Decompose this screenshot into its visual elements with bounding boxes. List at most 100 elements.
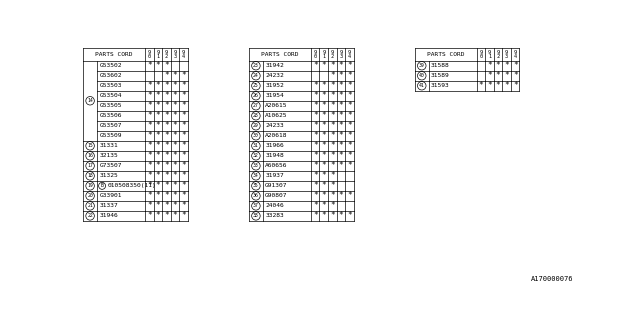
Text: *: * bbox=[147, 201, 152, 210]
Text: *: * bbox=[147, 61, 152, 70]
Text: *: * bbox=[321, 121, 326, 130]
Text: G53509: G53509 bbox=[99, 133, 122, 138]
Text: 2: 2 bbox=[165, 54, 168, 59]
Text: *: * bbox=[156, 191, 160, 200]
Text: 33283: 33283 bbox=[265, 213, 284, 218]
Text: 24233: 24233 bbox=[265, 123, 284, 128]
Text: *: * bbox=[339, 101, 343, 110]
Text: *: * bbox=[173, 151, 177, 160]
Text: 19: 19 bbox=[87, 183, 93, 188]
Text: *: * bbox=[313, 111, 317, 120]
Text: *: * bbox=[164, 212, 169, 220]
Text: *: * bbox=[330, 212, 335, 220]
Text: *: * bbox=[147, 171, 152, 180]
Text: *: * bbox=[156, 171, 160, 180]
Text: *: * bbox=[330, 131, 335, 140]
Text: 010508350(11): 010508350(11) bbox=[107, 183, 156, 188]
Text: *: * bbox=[181, 111, 186, 120]
Text: *: * bbox=[164, 61, 169, 70]
Text: *: * bbox=[173, 212, 177, 220]
Text: 24046: 24046 bbox=[265, 204, 284, 208]
Text: *: * bbox=[313, 141, 317, 150]
Text: *: * bbox=[321, 161, 326, 170]
Text: *: * bbox=[339, 131, 343, 140]
Text: *: * bbox=[330, 181, 335, 190]
Text: 39: 39 bbox=[419, 63, 425, 68]
Text: *: * bbox=[164, 121, 169, 130]
Text: 31331: 31331 bbox=[99, 143, 118, 148]
Text: *: * bbox=[487, 81, 492, 90]
Text: G53507: G53507 bbox=[99, 123, 122, 128]
Text: 0: 0 bbox=[479, 54, 483, 59]
Text: 35: 35 bbox=[253, 183, 259, 188]
Text: A170000076: A170000076 bbox=[531, 276, 573, 282]
Text: *: * bbox=[173, 191, 177, 200]
Text: *: * bbox=[330, 91, 335, 100]
Text: *: * bbox=[347, 111, 351, 120]
Text: G53504: G53504 bbox=[99, 93, 122, 98]
Text: *: * bbox=[181, 212, 186, 220]
Text: *: * bbox=[339, 121, 343, 130]
Text: *: * bbox=[313, 91, 317, 100]
Text: *: * bbox=[164, 151, 169, 160]
Text: *: * bbox=[313, 181, 317, 190]
Text: *: * bbox=[330, 161, 335, 170]
Text: G53505: G53505 bbox=[99, 103, 122, 108]
Text: 16: 16 bbox=[87, 153, 93, 158]
Text: 30: 30 bbox=[253, 133, 259, 138]
Text: 22: 22 bbox=[87, 213, 93, 218]
Text: 2: 2 bbox=[497, 54, 500, 59]
Text: 31588: 31588 bbox=[431, 63, 450, 68]
Text: G90807: G90807 bbox=[265, 193, 288, 198]
Text: 40: 40 bbox=[419, 73, 425, 78]
Text: *: * bbox=[313, 131, 317, 140]
Text: 9: 9 bbox=[331, 50, 334, 55]
Text: 9: 9 bbox=[173, 50, 177, 55]
Text: *: * bbox=[173, 101, 177, 110]
Text: 9: 9 bbox=[165, 50, 168, 55]
Text: *: * bbox=[147, 212, 152, 220]
Text: *: * bbox=[156, 212, 160, 220]
Text: 37: 37 bbox=[253, 204, 259, 208]
Text: PARTS CORD: PARTS CORD bbox=[427, 52, 465, 57]
Text: *: * bbox=[181, 81, 186, 90]
Text: *: * bbox=[313, 81, 317, 90]
Text: PARTS CORD: PARTS CORD bbox=[95, 52, 133, 57]
Text: 20: 20 bbox=[87, 193, 93, 198]
Text: *: * bbox=[330, 121, 335, 130]
Text: G53502: G53502 bbox=[99, 63, 122, 68]
Text: *: * bbox=[156, 161, 160, 170]
Text: *: * bbox=[164, 111, 169, 120]
Text: *: * bbox=[181, 121, 186, 130]
Text: *: * bbox=[313, 171, 317, 180]
Text: PARTS CORD: PARTS CORD bbox=[261, 52, 299, 57]
Text: *: * bbox=[313, 201, 317, 210]
Text: *: * bbox=[339, 161, 343, 170]
Text: *: * bbox=[347, 121, 351, 130]
Text: *: * bbox=[330, 201, 335, 210]
Text: *: * bbox=[164, 101, 169, 110]
Text: *: * bbox=[330, 61, 335, 70]
Text: 31325: 31325 bbox=[99, 173, 118, 178]
Text: 25: 25 bbox=[253, 83, 259, 88]
Text: *: * bbox=[339, 151, 343, 160]
Text: 31589: 31589 bbox=[431, 73, 450, 78]
Text: 9: 9 bbox=[182, 50, 185, 55]
Text: *: * bbox=[347, 191, 351, 200]
Text: *: * bbox=[339, 71, 343, 80]
Text: 38: 38 bbox=[253, 213, 259, 218]
Text: 34: 34 bbox=[253, 173, 259, 178]
Text: 1: 1 bbox=[488, 54, 491, 59]
Text: *: * bbox=[147, 181, 152, 190]
Text: *: * bbox=[156, 181, 160, 190]
Text: *: * bbox=[321, 101, 326, 110]
Text: *: * bbox=[173, 201, 177, 210]
Text: *: * bbox=[156, 131, 160, 140]
Text: *: * bbox=[479, 81, 483, 90]
Text: *: * bbox=[321, 131, 326, 140]
Text: *: * bbox=[173, 121, 177, 130]
Text: 9: 9 bbox=[505, 50, 508, 55]
Text: *: * bbox=[321, 91, 326, 100]
Text: *: * bbox=[321, 141, 326, 150]
Text: *: * bbox=[321, 212, 326, 220]
